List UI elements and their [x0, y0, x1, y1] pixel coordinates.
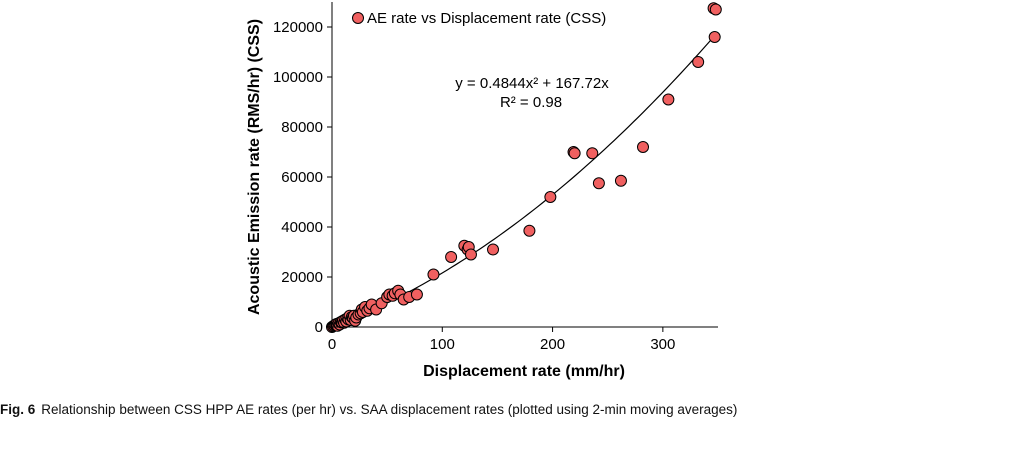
legend-marker	[352, 12, 364, 24]
figure-caption: Fig. 6 Relationship between CSS HPP AE ra…	[0, 402, 1024, 417]
data-point	[592, 177, 605, 190]
y-axis-title: Acoustic Emission rate (RMS/hr) (CSS)	[246, 19, 263, 315]
data-point	[662, 93, 675, 106]
y-tick-label: 100000	[273, 69, 323, 86]
figure-caption-text: Relationship between CSS HPP AE rates (p…	[41, 402, 738, 417]
data-point	[464, 248, 477, 261]
data-point	[614, 174, 627, 187]
x-ticks: 0 100 200 300	[328, 327, 675, 353]
data-point	[708, 31, 721, 43]
y-tick-label: 80000	[281, 119, 323, 136]
scatter-chart: 0 100 200 300 0 20000 40000 60000 80000 100000 12…	[246, 2, 722, 380]
data-point	[544, 191, 557, 203]
data-point	[586, 147, 599, 160]
data-point	[568, 147, 581, 160]
y-tick-label: 20000	[281, 269, 323, 286]
data-point	[637, 141, 650, 153]
trendline-equation: y = 0.4844x² + 167.72x	[455, 75, 609, 92]
x-tick-label: 0	[328, 336, 336, 353]
data-point	[427, 268, 440, 281]
y-tick-label: 60000	[281, 169, 323, 186]
y-tick-label: 120000	[273, 19, 323, 36]
x-axis-title: Displacement rate (mm/hr)	[423, 363, 625, 380]
plot-area	[326, 2, 722, 333]
y-ticks: 0 20000 40000 60000 80000 100000 120000	[273, 19, 332, 336]
x-tick-label: 300	[650, 336, 675, 353]
data-points	[326, 2, 722, 333]
data-point	[487, 243, 500, 256]
y-tick-label: 40000	[281, 219, 323, 236]
y-tick-label: 0	[315, 319, 323, 336]
data-point	[445, 251, 458, 263]
trendline-r-squared: R² = 0.98	[500, 94, 562, 111]
data-point	[709, 3, 722, 16]
data-point	[523, 224, 536, 237]
x-tick-label: 100	[430, 336, 455, 353]
x-tick-label: 200	[540, 336, 565, 353]
legend: AE rate vs Displacement rate (CSS)	[352, 10, 606, 27]
legend-label: AE rate vs Displacement rate (CSS)	[367, 10, 606, 27]
data-point	[410, 288, 423, 301]
data-point	[692, 56, 705, 68]
figure-label: Fig. 6	[0, 402, 36, 417]
